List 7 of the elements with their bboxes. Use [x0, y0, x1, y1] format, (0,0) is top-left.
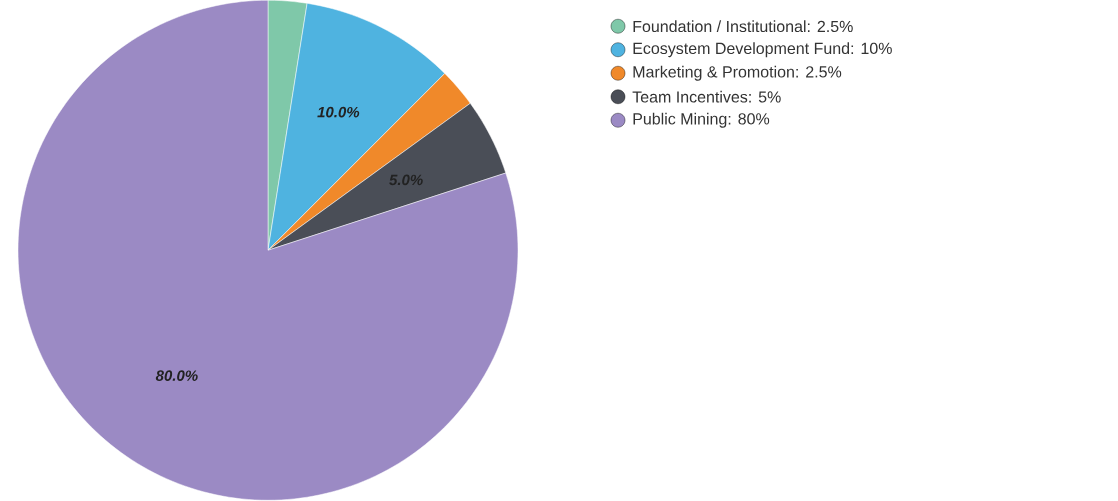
legend-label: Marketing & Promotion: 2.5%	[633, 66, 842, 81]
legend-label: Ecosystem Development Fund: 10%	[633, 42, 892, 58]
data-label: 80.0%	[155, 370, 198, 382]
data-label: 10.0%	[317, 107, 360, 118]
legend-label: Public Mining: 80%	[633, 113, 770, 128]
legend-label: Team Incentives: 5%	[632, 91, 781, 103]
legend-label: Foundation / Institutional: 2.5%	[633, 20, 853, 33]
